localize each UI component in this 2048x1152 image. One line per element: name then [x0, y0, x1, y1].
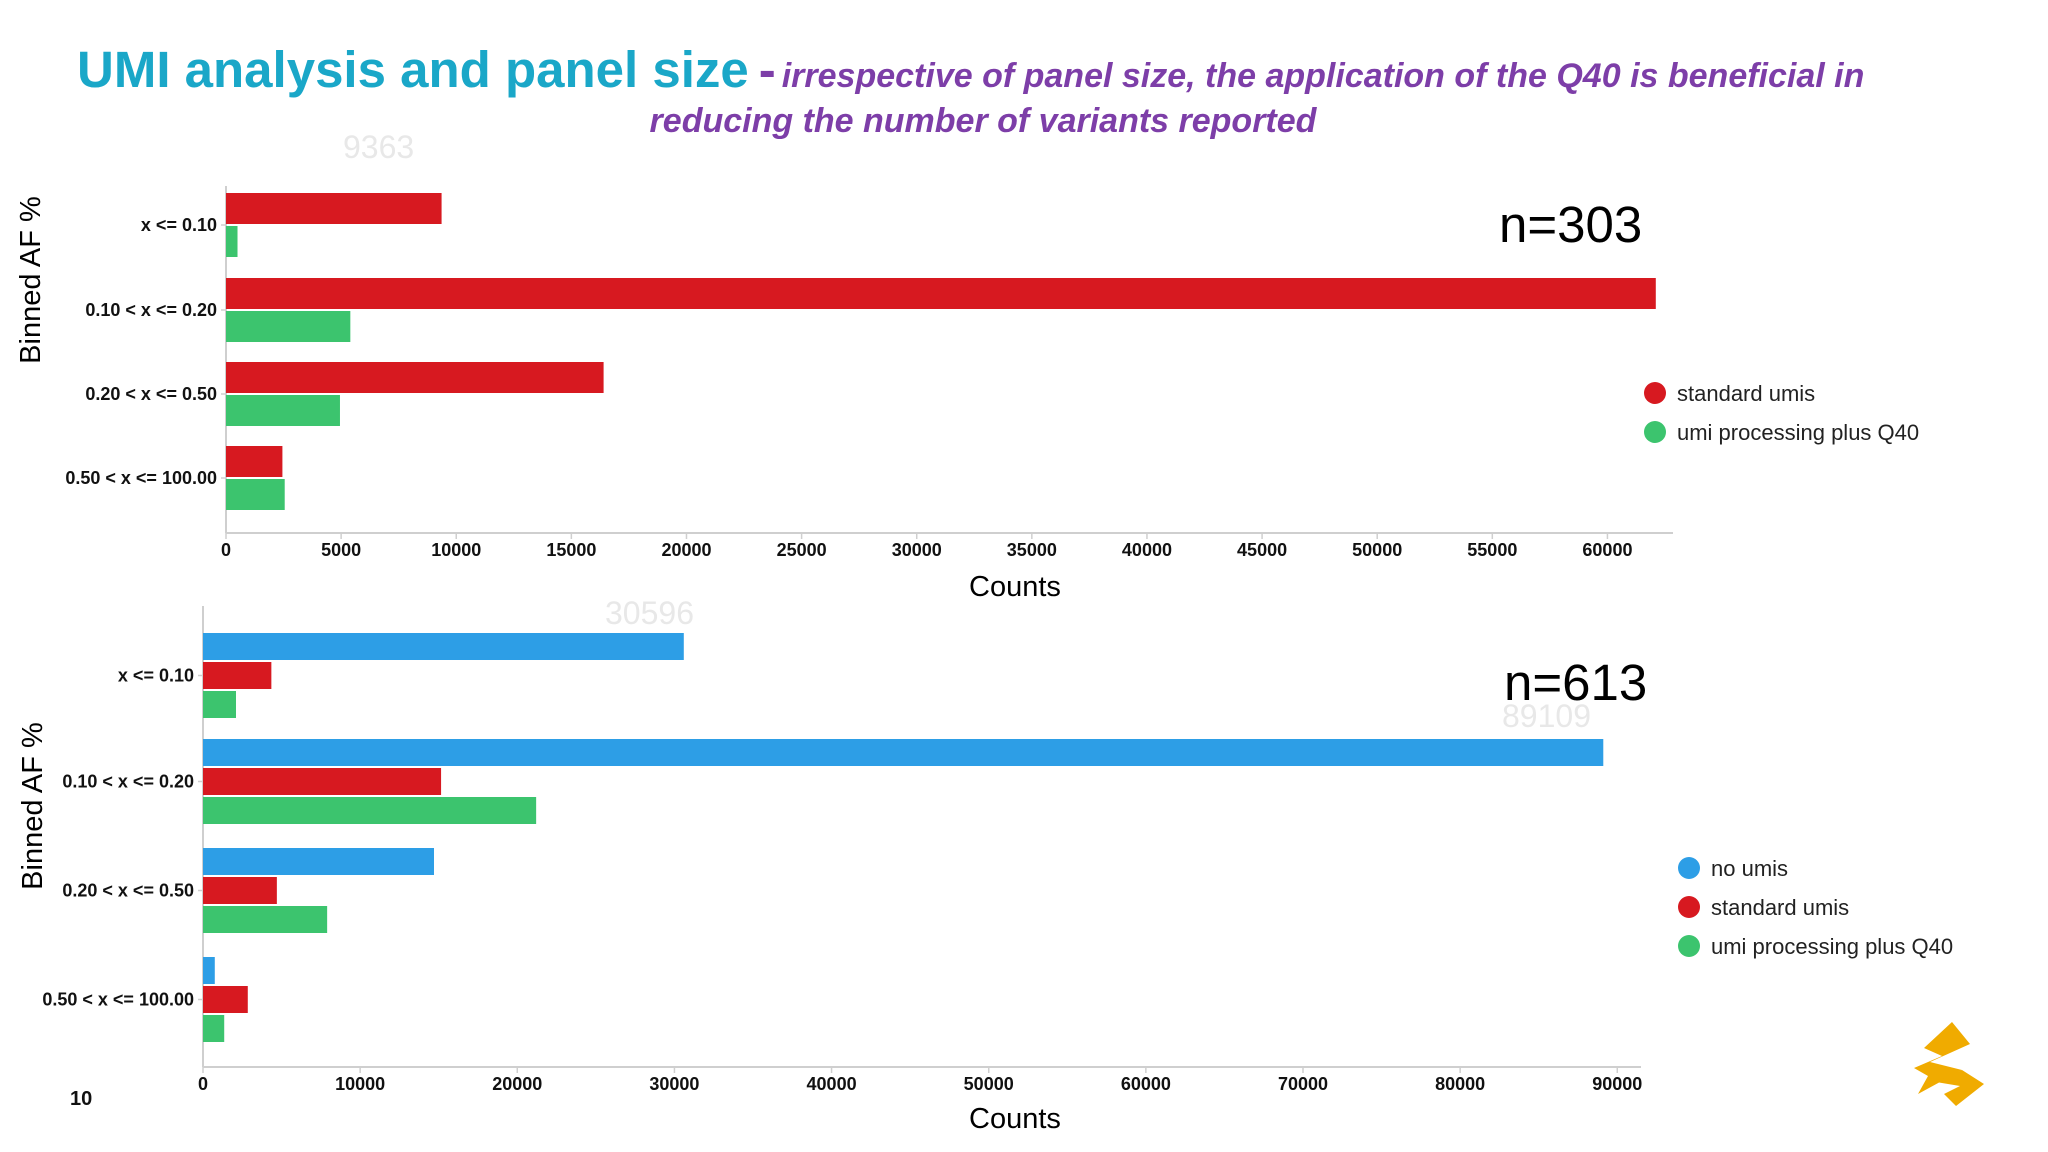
bar-no-umis [203, 633, 684, 660]
legend-label: umi processing plus Q40 [1677, 420, 1919, 445]
y-category-label: x <= 0.10 [118, 666, 194, 686]
x-tick-label: 10000 [335, 1074, 385, 1094]
x-tick-label: 55000 [1467, 540, 1517, 560]
bar-no-umis [203, 739, 1604, 766]
x-tick-label: 30000 [649, 1074, 699, 1094]
x-tick-label: 45000 [1237, 540, 1287, 560]
bar-umi-processing-plus-q40 [203, 906, 328, 933]
x-tick-label: 50000 [964, 1074, 1014, 1094]
title-dash: - [758, 41, 776, 98]
x-tick-label: 20000 [492, 1074, 542, 1094]
legend-marker [1678, 857, 1700, 879]
bar-standard-umis [203, 877, 277, 904]
ghost-value-label: 30596 [605, 595, 694, 631]
y-category-label: 0.10 < x <= 0.20 [85, 300, 217, 320]
legend-label: standard umis [1711, 895, 1849, 920]
y-category-label: x <= 0.10 [141, 215, 217, 235]
x-tick-label: 5000 [321, 540, 361, 560]
bar-umi-processing-plus-q40 [203, 691, 236, 718]
x-tick-label: 0 [198, 1074, 208, 1094]
bar-standard-umis [203, 768, 442, 795]
legend-marker [1678, 896, 1700, 918]
x-tick-label: 15000 [546, 540, 596, 560]
bar-standard-umis [226, 446, 283, 477]
y-category-label: 0.50 < x <= 100.00 [65, 468, 217, 488]
legend-marker [1644, 382, 1666, 404]
y-category-label: 0.20 < x <= 0.50 [62, 881, 194, 901]
bar-no-umis [203, 848, 434, 875]
x-tick-label: 25000 [777, 540, 827, 560]
ghost-value-label: 9363 [343, 129, 414, 165]
bar-umi-processing-plus-q40 [203, 1015, 225, 1042]
legend-marker [1644, 421, 1666, 443]
title-subtitle-line2: reducing the number of variants reported [649, 102, 1317, 140]
x-tick-label: 20000 [661, 540, 711, 560]
bar-standard-umis [203, 662, 272, 689]
legend-label: no umis [1711, 856, 1788, 881]
bar-standard-umis [203, 986, 248, 1013]
bar-umi-processing-plus-q40 [226, 226, 238, 257]
bar-standard-umis [226, 362, 604, 393]
x-tick-label: 50000 [1352, 540, 1402, 560]
y-axis-title: Binned AF % [15, 196, 47, 364]
title-subtitle-line1: irrespective of panel size, the applicat… [781, 57, 1865, 95]
bar-standard-umis [226, 278, 1656, 309]
x-tick-label: 10000 [431, 540, 481, 560]
x-tick-label: 30000 [892, 540, 942, 560]
x-tick-label: 60000 [1121, 1074, 1171, 1094]
bar-umi-processing-plus-q40 [226, 311, 351, 342]
x-tick-label: 60000 [1582, 540, 1632, 560]
x-axis-title: Counts [969, 1103, 1061, 1135]
y-axis-title: Binned AF % [17, 722, 49, 890]
x-tick-label: 70000 [1278, 1074, 1328, 1094]
y-category-label: 0.50 < x <= 100.00 [42, 990, 194, 1010]
title-main: UMI analysis and panel size [77, 41, 749, 98]
x-axis-title: Counts [969, 571, 1061, 603]
bar-umi-processing-plus-q40 [226, 395, 340, 426]
slide-title: UMI analysis and panel size - irrespective… [77, 40, 1864, 99]
y-category-label: 0.10 < x <= 0.20 [62, 772, 194, 792]
x-tick-label: 35000 [1007, 540, 1057, 560]
legend-label: umi processing plus Q40 [1711, 934, 1953, 959]
page-number: 10 [70, 1088, 93, 1110]
legend-marker [1678, 935, 1700, 957]
bar-standard-umis [226, 193, 442, 224]
x-tick-label: 90000 [1592, 1074, 1642, 1094]
x-tick-label: 0 [221, 540, 231, 560]
x-tick-label: 80000 [1435, 1074, 1485, 1094]
bar-no-umis [203, 957, 215, 984]
bar-umi-processing-plus-q40 [203, 797, 537, 824]
sample-size-label: n=613 [1504, 654, 1647, 711]
x-tick-label: 40000 [807, 1074, 857, 1094]
company-logo-icon [1914, 1022, 1984, 1106]
x-tick-label: 40000 [1122, 540, 1172, 560]
ghost-value-label: 89109 [1502, 698, 1591, 734]
bar-umi-processing-plus-q40 [226, 479, 285, 510]
y-category-label: 0.20 < x <= 0.50 [85, 384, 217, 404]
legend-label: standard umis [1677, 381, 1815, 406]
sample-size-label: n=303 [1499, 196, 1642, 253]
